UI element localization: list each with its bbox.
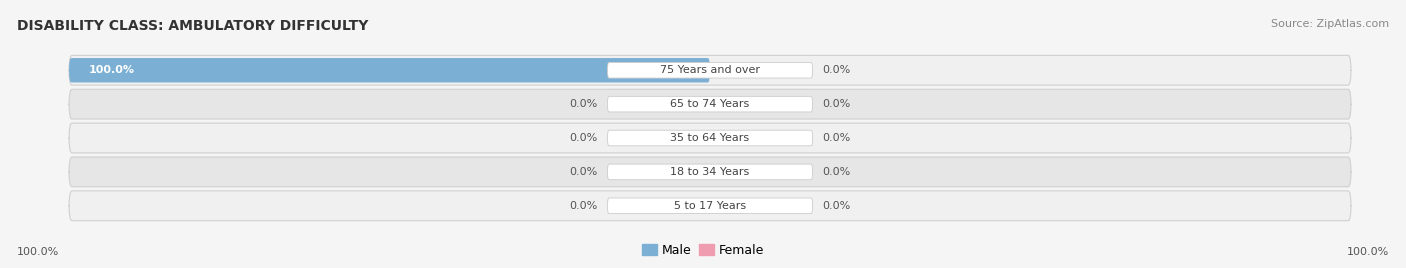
Text: 100.0%: 100.0% — [89, 65, 135, 75]
FancyBboxPatch shape — [607, 62, 813, 78]
Text: 0.0%: 0.0% — [823, 99, 851, 109]
Text: 0.0%: 0.0% — [569, 201, 598, 211]
Text: 0.0%: 0.0% — [569, 167, 598, 177]
FancyBboxPatch shape — [607, 164, 813, 180]
FancyBboxPatch shape — [69, 191, 1351, 221]
Text: 0.0%: 0.0% — [823, 201, 851, 211]
FancyBboxPatch shape — [607, 198, 813, 214]
Legend: Male, Female: Male, Female — [637, 239, 769, 262]
FancyBboxPatch shape — [69, 58, 710, 83]
Text: 0.0%: 0.0% — [823, 65, 851, 75]
Text: 0.0%: 0.0% — [823, 133, 851, 143]
Text: DISABILITY CLASS: AMBULATORY DIFFICULTY: DISABILITY CLASS: AMBULATORY DIFFICULTY — [17, 19, 368, 33]
Text: 0.0%: 0.0% — [569, 133, 598, 143]
Text: 0.0%: 0.0% — [569, 99, 598, 109]
FancyBboxPatch shape — [69, 89, 1351, 119]
FancyBboxPatch shape — [69, 157, 1351, 187]
Text: 100.0%: 100.0% — [1347, 247, 1389, 257]
Text: 100.0%: 100.0% — [17, 247, 59, 257]
FancyBboxPatch shape — [607, 130, 813, 146]
Text: 65 to 74 Years: 65 to 74 Years — [671, 99, 749, 109]
Text: 5 to 17 Years: 5 to 17 Years — [673, 201, 747, 211]
FancyBboxPatch shape — [69, 55, 1351, 85]
Text: 75 Years and over: 75 Years and over — [659, 65, 761, 75]
FancyBboxPatch shape — [607, 96, 813, 112]
Text: 35 to 64 Years: 35 to 64 Years — [671, 133, 749, 143]
FancyBboxPatch shape — [69, 123, 1351, 153]
Text: 18 to 34 Years: 18 to 34 Years — [671, 167, 749, 177]
Text: 0.0%: 0.0% — [823, 167, 851, 177]
Text: Source: ZipAtlas.com: Source: ZipAtlas.com — [1271, 19, 1389, 29]
